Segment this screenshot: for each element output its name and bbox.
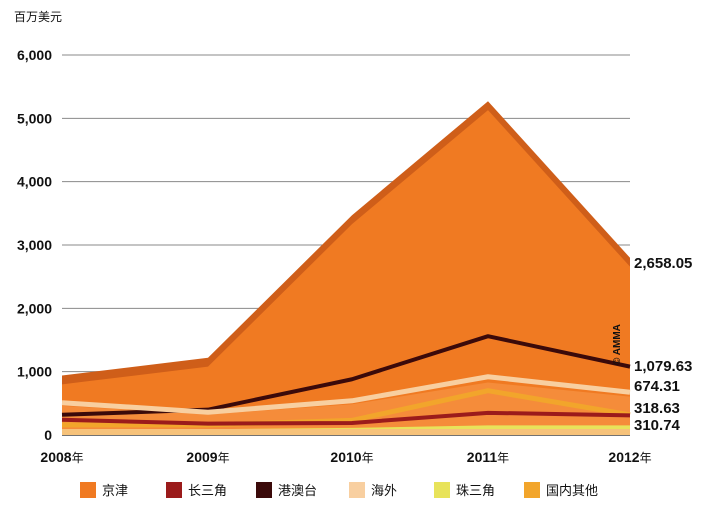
legend-swatch: [524, 482, 540, 498]
x-tick-label: 2008年: [40, 449, 83, 465]
y-tick-label: 4,000: [17, 174, 52, 190]
x-ticks: 2008年 2009年 2010年 2011年 2012年: [40, 449, 651, 465]
end-value-label: 2,658.05: [634, 255, 692, 272]
legend-label: 长三角: [188, 484, 227, 499]
legend-label: 港澳台: [278, 483, 317, 499]
base-band: [62, 429, 630, 435]
legend-label: 珠三角: [456, 484, 495, 499]
series-line-3: [61, 374, 631, 415]
y-tick-label: 1,000: [17, 364, 52, 380]
series-area-jingjin: [62, 110, 630, 435]
end-value-label: 310.74: [634, 417, 681, 434]
y-ticks: 0 1,000 2,000 3,000 4,000 5,000 6,000: [17, 47, 52, 443]
y-tick-label: 5,000: [17, 110, 52, 126]
y-tick-label: 0: [44, 427, 52, 443]
areas: [61, 101, 631, 435]
legend-swatch: [434, 482, 450, 498]
legend-label: 海外: [371, 484, 397, 499]
end-value-label: 318.63: [634, 400, 680, 417]
y-tick-label: 3,000: [17, 237, 52, 253]
x-tick-label: 2011年: [467, 449, 509, 465]
watermark: © AMMA: [612, 324, 623, 365]
x-tick-label: 2010年: [330, 449, 373, 465]
y-tick-label: 2,000: [17, 300, 52, 316]
end-value-label: 674.31: [634, 378, 680, 395]
legend-swatch: [349, 482, 365, 498]
legend-swatch: [256, 482, 272, 498]
legend-label: 国内其他: [546, 483, 598, 499]
legend-swatch: [80, 482, 96, 498]
legend: 京津 长三角 港澳台 海外 珠三角 国内其他: [80, 482, 598, 499]
end-value-label: 1,079.63: [634, 358, 692, 375]
legend-label: 京津: [102, 484, 128, 499]
x-tick-label: 2009年: [186, 449, 229, 465]
legend-swatch: [166, 482, 182, 498]
series-line-1: [61, 410, 631, 426]
y-axis-label: 百万美元: [14, 10, 62, 24]
series-line-5: [62, 388, 631, 428]
y-tick-label: 6,000: [17, 47, 52, 63]
x-tick-label: 2012年: [608, 449, 651, 465]
